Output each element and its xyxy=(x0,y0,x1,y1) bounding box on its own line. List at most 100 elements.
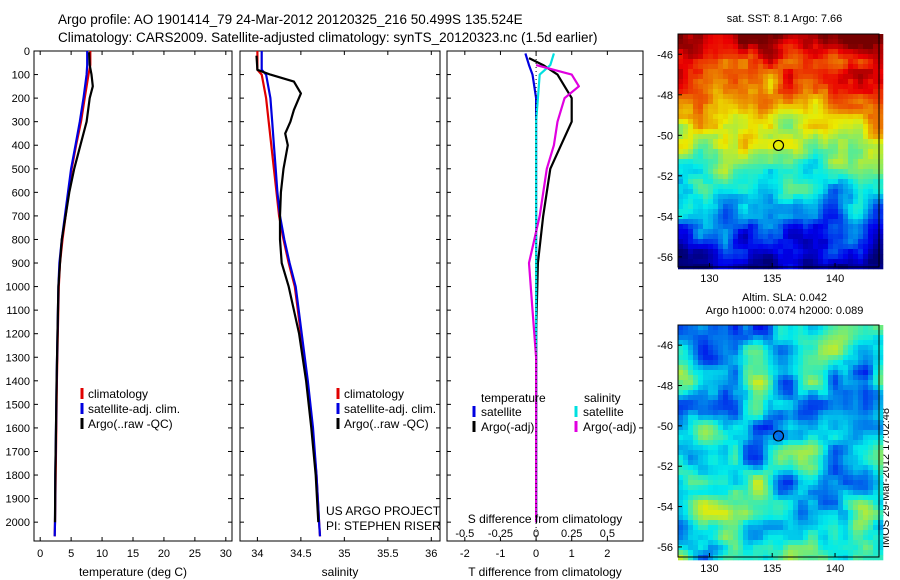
x-tick-label: 34.5 xyxy=(290,548,311,560)
sla-map-frame xyxy=(677,324,880,558)
x-tick-label: 15 xyxy=(127,548,139,560)
x-tick-label: 2 xyxy=(604,548,610,560)
map-y-tick-label: -50 xyxy=(657,130,673,142)
sla-map-cells xyxy=(678,325,884,561)
x-tick-label: 25 xyxy=(189,548,201,560)
x-tick-label: 0 xyxy=(533,548,539,560)
x-tick-label: 34 xyxy=(251,548,263,560)
y-tick-label: 1600 xyxy=(6,423,30,435)
x-tick-label: 5 xyxy=(68,548,74,560)
y-tick-label: 900 xyxy=(12,258,30,270)
map-x-tick-label: 130 xyxy=(700,273,718,285)
y-tick-label: 1500 xyxy=(6,399,30,411)
top-tick-label: -0.25 xyxy=(488,528,513,540)
y-tick-label: 1400 xyxy=(6,376,30,388)
map-x-tick-label: 140 xyxy=(826,273,844,285)
y-tick-label: 1700 xyxy=(6,446,30,458)
legend-label: satellite-adj. clim. xyxy=(344,402,436,416)
x-tick-label: 1 xyxy=(569,548,575,560)
series-line-argo-raw-qc- xyxy=(255,55,320,523)
legend-title-salinity: salinity xyxy=(584,391,621,405)
sst-map-frame xyxy=(677,33,880,268)
legend-label: climatology xyxy=(88,387,148,401)
legend-label: Argo(-adj) xyxy=(481,420,534,434)
chart-title-line2: Climatology: CARS2009. Satellite-adjuste… xyxy=(58,30,598,45)
series-line-salinity-argo-adj- xyxy=(527,64,580,523)
y-tick-label: 1200 xyxy=(6,329,30,341)
salinity-panel-xlabel: salinity xyxy=(322,565,359,579)
x-tick-label: 20 xyxy=(158,548,170,560)
y-tick-label: 400 xyxy=(12,140,30,152)
top-tick-label: -0.5 xyxy=(455,528,474,540)
legend-label: Argo(..raw -QC) xyxy=(344,417,429,431)
map-x-tick-label: 140 xyxy=(826,563,844,575)
legend-label: satellite xyxy=(583,405,624,419)
map-y-tick-label: -46 xyxy=(657,340,673,352)
map-y-tick-label: -48 xyxy=(657,381,673,393)
sla-map-title: Altim. SLA: 0.042 xyxy=(742,292,827,304)
x-tick-label: -2 xyxy=(460,548,470,560)
sst-map-title: sat. SST: 8.1 Argo: 7.66 xyxy=(727,13,843,25)
y-tick-label: 2000 xyxy=(6,517,30,529)
top-tick-label: 0.25 xyxy=(561,528,582,540)
map-y-tick-label: -50 xyxy=(657,421,673,433)
map-y-tick-label: -56 xyxy=(657,252,673,264)
y-tick-label: 200 xyxy=(12,93,30,105)
y-tick-label: 1800 xyxy=(6,470,30,482)
legend-label: satellite-adj. clim. xyxy=(88,402,180,416)
y-tick-label: 500 xyxy=(12,164,30,176)
x-tick-label: 30 xyxy=(220,548,232,560)
y-tick-label: 100 xyxy=(12,70,30,82)
y-tick-label: 1300 xyxy=(6,352,30,364)
sla-map-subtitle: Argo h1000: 0.074 h2000: 0.089 xyxy=(706,305,864,317)
x-tick-label: 36 xyxy=(425,548,437,560)
map-y-tick-label: -54 xyxy=(657,502,673,514)
legend-title-temperature: temperature xyxy=(481,391,546,405)
x-tick-label: 35 xyxy=(338,548,350,560)
y-tick-label: 1900 xyxy=(6,494,30,506)
map-y-tick-label: -52 xyxy=(657,171,673,183)
x-tick-label: -1 xyxy=(496,548,506,560)
legend-label: Argo(..raw -QC) xyxy=(88,417,173,431)
y-tick-label: 700 xyxy=(12,211,30,223)
difference-panel-xlabel: T difference from climatology xyxy=(468,565,622,579)
x-tick-label: 10 xyxy=(96,548,108,560)
map-y-tick-label: -56 xyxy=(657,542,673,554)
series-line-satellite-adj-clim- xyxy=(260,51,322,537)
y-tick-label: 800 xyxy=(12,234,30,246)
map-x-tick-label: 135 xyxy=(763,273,781,285)
annotation-project: US ARGO PROJECT xyxy=(326,504,441,518)
map-y-tick-label: -46 xyxy=(657,49,673,61)
sst-map-cells xyxy=(678,34,884,270)
legend-label: Argo(-adj) xyxy=(583,420,636,434)
y-tick-label: 1000 xyxy=(6,282,30,294)
series-line-argo-raw-qc- xyxy=(53,52,94,523)
series-line-salinity-satellite xyxy=(535,53,555,523)
map-x-tick-label: 135 xyxy=(763,563,781,575)
map-y-tick-label: -54 xyxy=(657,211,673,223)
x-tick-label: 35.5 xyxy=(377,548,398,560)
chart-title-line1: Argo profile: AO 1901414_79 24-Mar-2012 … xyxy=(58,12,523,27)
top-axis-label: S difference from climatology xyxy=(468,512,623,526)
top-tick-label: 0 xyxy=(533,528,539,540)
float-position-marker xyxy=(772,139,785,152)
annotation-pi: PI: STEPHEN RISER xyxy=(326,519,441,533)
legend-label: satellite xyxy=(481,405,522,419)
salinity-panel-frame xyxy=(239,50,441,542)
temperature-panel-frame xyxy=(33,50,233,542)
series-line-temperature-argo-adj- xyxy=(528,57,573,523)
temperature-panel-xlabel: temperature (deg C) xyxy=(79,565,187,579)
y-tick-label: 1100 xyxy=(6,305,30,317)
legend-label: climatology xyxy=(344,387,404,401)
top-tick-label: 0.5 xyxy=(600,528,615,540)
map-y-tick-label: -48 xyxy=(657,90,673,102)
difference-panel-frame xyxy=(446,50,644,542)
x-tick-label: 0 xyxy=(37,548,43,560)
y-tick-label: 300 xyxy=(12,117,30,129)
y-tick-label: 600 xyxy=(12,187,30,199)
y-tick-label: 0 xyxy=(24,46,30,58)
float-position-marker xyxy=(772,430,785,442)
map-x-tick-label: 130 xyxy=(700,563,718,575)
map-y-tick-label: -52 xyxy=(657,461,673,473)
